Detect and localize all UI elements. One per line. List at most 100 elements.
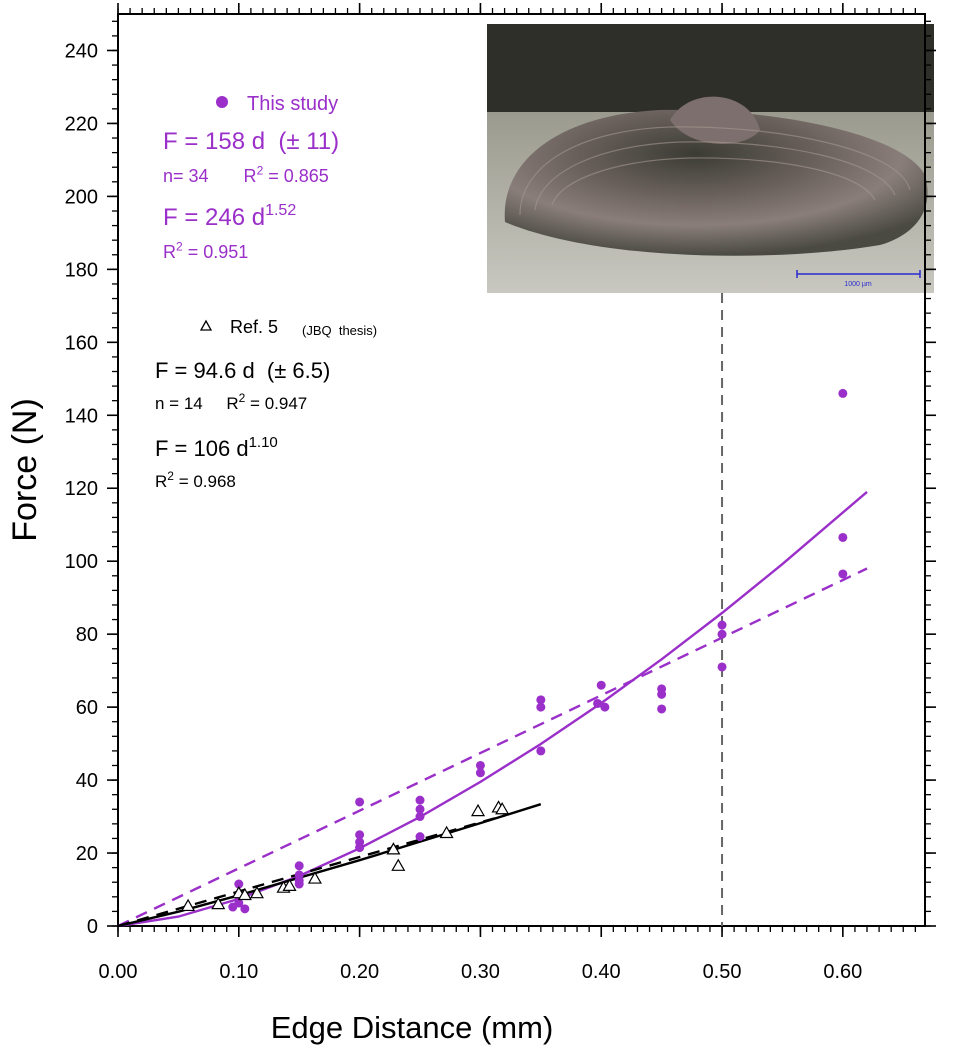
annotation-text: F = 94.6 d (± 6.5) [155, 358, 330, 383]
superscript: 2 [239, 391, 246, 405]
data-point [234, 898, 244, 908]
data-point [294, 861, 304, 871]
y-tick-label: 80 [76, 624, 98, 646]
annotation: F = 94.6 d (± 6.5) [155, 358, 330, 383]
y-tick-label: 60 [76, 697, 98, 719]
y-axis-title: Force (N) [6, 398, 44, 542]
data-point [536, 702, 546, 712]
data-point [391, 858, 406, 871]
annotation: (JBQ thesis) [302, 323, 377, 338]
data-point [415, 832, 425, 842]
annotation: R2 = 0.968 [155, 469, 236, 491]
data-point [536, 695, 546, 705]
plot-frame [117, 13, 926, 927]
superscript: 2 [176, 239, 183, 253]
data-point [593, 698, 603, 708]
data-point [536, 746, 546, 756]
y-tick-label: 180 [65, 259, 98, 281]
annotation: R2 = 0.951 [163, 239, 248, 262]
superscript: 1.52 [265, 202, 296, 219]
x-tick-label: 0.10 [219, 961, 258, 983]
inset-scale-label: 1000 µm [844, 281, 872, 288]
legend-label: This study [247, 93, 338, 115]
inset-rings [519, 126, 911, 216]
legend-marker [199, 319, 213, 331]
data-point [237, 887, 252, 901]
x-tick-label: 0.30 [461, 961, 500, 983]
fit-line [117, 814, 505, 928]
y-tick-label: 160 [65, 332, 98, 354]
annotation: F = 106 d1.10 [155, 434, 278, 461]
x-tick-label: 0.00 [99, 961, 138, 983]
data-point [596, 680, 606, 690]
annotation: F = 246 d1.52 [163, 202, 296, 231]
x-tick-label: 0.20 [340, 961, 379, 983]
fit-line [117, 490, 868, 928]
data-point [240, 904, 250, 914]
y-tick-label: 20 [76, 843, 98, 865]
annotation-text: = 0.947 [245, 394, 307, 413]
annotation: n= 34 R2 = 0.865 [163, 163, 329, 186]
data-point [386, 842, 401, 855]
data-point [717, 629, 727, 639]
data-point [355, 843, 365, 853]
data-point [600, 702, 610, 712]
y-tick-label: 240 [65, 40, 98, 62]
data-point [475, 760, 485, 770]
data-point [470, 803, 486, 817]
annotation-text: F = 158 d (± 11) [163, 128, 339, 155]
inset-crater-top [670, 96, 760, 144]
data-point [475, 768, 485, 778]
inset-crater [504, 109, 928, 256]
annotation: F = 158 d (± 11) [163, 128, 339, 155]
data-point [838, 388, 848, 398]
data-point [717, 620, 727, 630]
annotation-text: R [155, 472, 167, 491]
y-tick-label: 0 [87, 916, 98, 938]
annotation-text: (JBQ thesis) [302, 323, 377, 338]
data-point [211, 896, 226, 910]
x-tick-label: 0.40 [582, 961, 621, 983]
annotation-text: n = 14 R [155, 394, 239, 413]
x-tick-label: 0.50 [703, 961, 742, 983]
data-point [838, 569, 848, 579]
annotation-text: R [163, 242, 176, 262]
superscript: 2 [257, 163, 264, 177]
annotation-text: = 0.968 [174, 472, 236, 491]
annotation-text: n= 34 R [163, 166, 257, 186]
y-tick-label: 200 [65, 186, 98, 208]
annotation-text: = 0.865 [263, 166, 329, 186]
data-point [234, 879, 244, 889]
annotation: n = 14 R2 = 0.947 [155, 391, 307, 413]
y-tick-label: 140 [65, 405, 98, 427]
data-point [495, 802, 510, 815]
data-point [415, 804, 425, 814]
data-point [355, 797, 365, 807]
data-point [838, 532, 848, 542]
data-point [294, 879, 304, 889]
data-point [181, 898, 196, 912]
data-point [717, 662, 727, 672]
data-point [355, 830, 365, 840]
legend-label: Ref. 5 [230, 317, 278, 337]
data-point [249, 885, 264, 899]
y-tick-label: 40 [76, 770, 98, 792]
superscript: 2 [167, 469, 174, 483]
y-tick-label: 120 [65, 478, 98, 500]
annotation-text: = 0.951 [183, 242, 249, 262]
data-point [415, 795, 425, 805]
superscript: 1.10 [249, 434, 278, 451]
x-tick-label: 0.60 [823, 961, 862, 983]
data-point [307, 871, 322, 884]
legend-marker [216, 96, 228, 108]
data-point [657, 689, 667, 699]
data-point [657, 704, 667, 714]
data-point [415, 812, 425, 822]
data-point [282, 878, 297, 891]
inset-photo: 1000 µm [487, 24, 934, 293]
x-axis-title: Edge Distance (mm) [271, 1010, 554, 1045]
annotation-text: F = 106 d [155, 436, 249, 461]
y-tick-label: 100 [65, 551, 98, 573]
y-tick-label: 220 [65, 113, 98, 135]
